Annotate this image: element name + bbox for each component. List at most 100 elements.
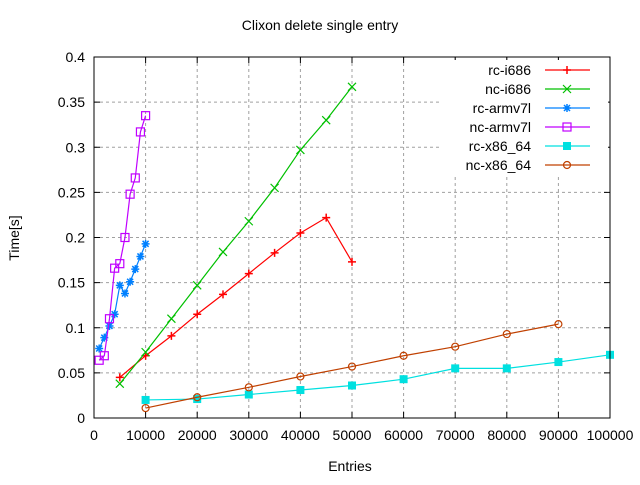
data-point — [115, 259, 125, 269]
x-tick-label: 100000 — [587, 427, 634, 443]
data-point — [347, 362, 357, 371]
x-tick-label: 40000 — [281, 427, 320, 443]
data-point — [136, 252, 145, 261]
data-point — [348, 257, 356, 266]
data-point — [347, 82, 357, 92]
data-point — [270, 248, 279, 257]
legend-marker — [562, 122, 572, 132]
y-tick-label: 0.2 — [66, 230, 86, 246]
y-tick-label: 0.05 — [58, 365, 85, 381]
x-tick-label: 60000 — [384, 427, 423, 443]
data-point — [348, 381, 356, 390]
legend-marker — [563, 66, 571, 74]
data-point — [244, 383, 253, 392]
series-line — [145, 354, 611, 401]
data-point — [554, 320, 563, 329]
series-line — [98, 243, 147, 349]
data-point — [192, 280, 202, 290]
y-tick-label: 0.3 — [66, 139, 86, 155]
data-point — [99, 351, 109, 361]
data-point — [105, 321, 114, 330]
legend-marker — [562, 160, 572, 170]
series-nc-i686 — [115, 82, 357, 389]
chart-title: Clixon delete single entry — [242, 17, 398, 33]
series-rc-armv7l — [95, 239, 150, 353]
data-point — [120, 232, 130, 243]
x-tick-label: 70000 — [436, 427, 475, 443]
data-point — [130, 173, 140, 183]
data-point — [126, 277, 135, 286]
legend-background — [440, 60, 608, 174]
series-rc-x86_64 — [141, 350, 614, 404]
series-line — [98, 115, 147, 361]
series-nc-armv7l — [94, 111, 151, 365]
series-layer — [94, 82, 614, 413]
legend-entry: nc-i686 — [485, 81, 590, 97]
x-tick-label: 0 — [90, 427, 98, 443]
data-point — [120, 289, 129, 298]
data-point — [131, 265, 140, 274]
x-tick-label: 30000 — [229, 427, 268, 443]
series-nc-x86_64 — [141, 320, 563, 413]
data-point — [104, 314, 115, 324]
x-tick-label: 90000 — [539, 427, 578, 443]
data-point — [166, 314, 176, 324]
data-point — [115, 281, 124, 290]
x-tick-label: 80000 — [487, 427, 526, 443]
data-point — [167, 331, 176, 340]
data-point — [141, 395, 150, 404]
y-tick-label: 0 — [77, 410, 85, 426]
data-point — [110, 310, 119, 319]
data-point — [244, 390, 253, 399]
legend-entry: rc-i686 — [488, 62, 590, 78]
y-tick-label: 0.35 — [58, 94, 85, 110]
data-point — [141, 111, 151, 121]
data-point — [321, 115, 331, 125]
legend-entry: nc-x86_64 — [466, 157, 590, 173]
data-point — [296, 386, 305, 395]
x-axis-label: Entries — [328, 458, 372, 474]
legend-marker — [562, 84, 572, 94]
legend-entry: rc-armv7l — [473, 100, 590, 116]
data-point — [218, 247, 228, 257]
data-point — [296, 228, 305, 237]
y-tick-label: 0.25 — [58, 184, 85, 200]
legend-label: nc-armv7l — [470, 119, 531, 135]
data-point — [95, 344, 104, 353]
data-point — [141, 347, 151, 357]
data-point — [322, 213, 331, 222]
legend-label: rc-i686 — [488, 62, 531, 78]
y-tick-label: 0.1 — [66, 320, 86, 336]
y-axis-label: Time[s] — [6, 215, 22, 260]
series-rc-i686 — [115, 213, 356, 382]
legend: rc-i686 nc-i686 rc-armv7l nc-armv7l rc-x86_6… — [440, 60, 608, 174]
data-point — [193, 310, 202, 319]
data-point — [115, 379, 125, 389]
series-line — [119, 86, 353, 385]
y-tick-label: 0.4 — [66, 49, 86, 65]
data-point — [115, 373, 124, 382]
legend-marker — [563, 104, 571, 112]
data-point — [295, 145, 305, 155]
data-point — [135, 127, 146, 137]
y-tick-label: 0.15 — [58, 275, 85, 291]
data-point — [244, 269, 253, 278]
data-point — [502, 364, 511, 373]
legend-entry: rc-x86_64 — [469, 138, 590, 154]
data-point — [296, 372, 305, 381]
legend-label: rc-x86_64 — [469, 138, 531, 154]
series-line — [145, 323, 559, 409]
data-point — [141, 239, 150, 248]
data-point — [141, 403, 150, 413]
data-point — [270, 183, 280, 193]
data-point — [399, 351, 408, 360]
legend-entry: nc-armv7l — [470, 119, 590, 135]
x-tick-label: 20000 — [178, 427, 217, 443]
legend-label: nc-x86_64 — [466, 157, 532, 173]
data-point — [244, 216, 254, 226]
legend-label: rc-armv7l — [473, 100, 531, 116]
series-line — [119, 216, 353, 378]
data-point — [399, 375, 408, 384]
data-point — [451, 364, 460, 373]
